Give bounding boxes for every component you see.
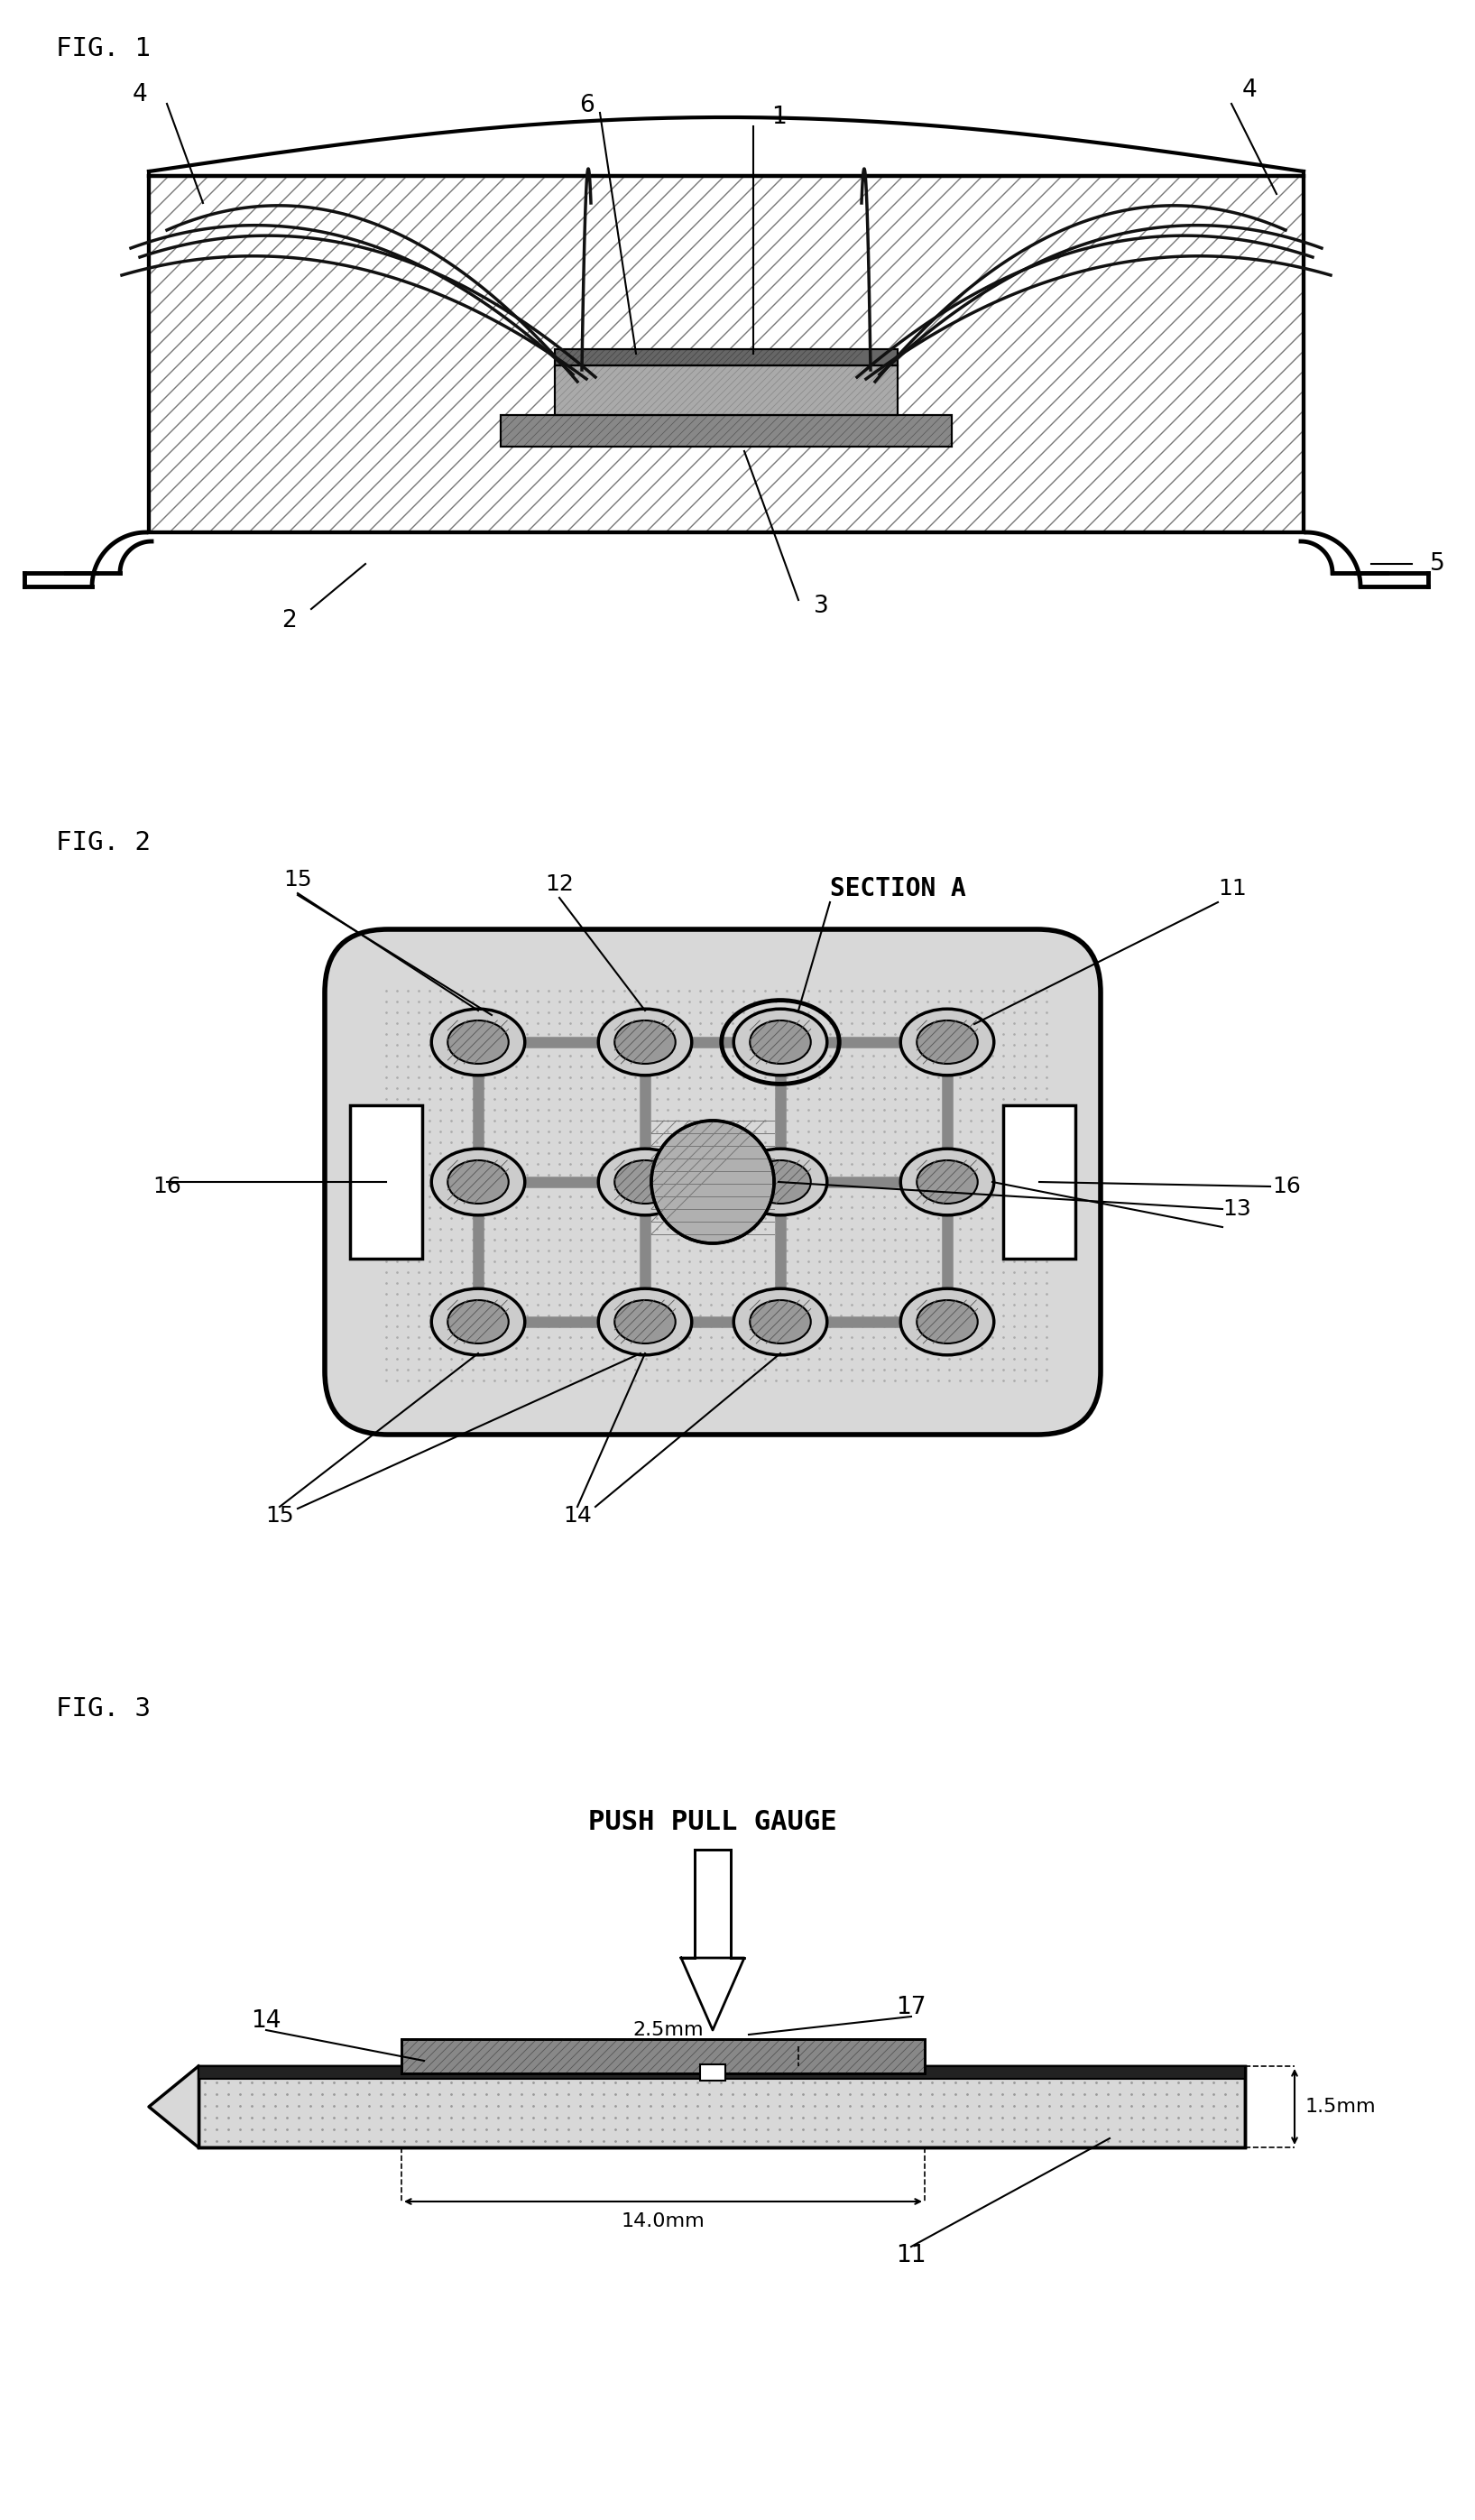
Ellipse shape <box>733 1008 827 1076</box>
Bar <box>149 176 1304 532</box>
Ellipse shape <box>615 1021 676 1063</box>
Text: 2: 2 <box>282 610 296 633</box>
Circle shape <box>652 1121 774 1242</box>
Ellipse shape <box>615 1159 676 1205</box>
Bar <box>199 2066 1245 2079</box>
Text: 1: 1 <box>771 106 786 129</box>
Text: 14.0mm: 14.0mm <box>621 2213 705 2230</box>
Bar <box>1003 1106 1075 1257</box>
Ellipse shape <box>432 1149 525 1215</box>
Bar <box>199 2066 1245 2147</box>
Text: 11: 11 <box>895 2243 926 2268</box>
FancyBboxPatch shape <box>324 930 1100 1434</box>
Text: 4: 4 <box>1242 78 1257 101</box>
Ellipse shape <box>917 1021 978 1063</box>
Bar <box>695 1850 730 1958</box>
Ellipse shape <box>599 1008 692 1076</box>
Bar <box>555 350 898 365</box>
Ellipse shape <box>432 1288 525 1356</box>
Ellipse shape <box>901 1008 994 1076</box>
Ellipse shape <box>901 1288 994 1356</box>
Text: 15: 15 <box>266 1504 294 1527</box>
Ellipse shape <box>733 1149 827 1215</box>
Ellipse shape <box>599 1149 692 1215</box>
Polygon shape <box>149 2066 199 2147</box>
Text: 5: 5 <box>1429 552 1446 575</box>
Bar <box>500 416 951 446</box>
Bar <box>401 2039 925 2074</box>
Bar <box>199 2066 1245 2147</box>
Text: 16: 16 <box>152 1177 181 1197</box>
Bar <box>555 365 898 416</box>
Ellipse shape <box>749 1300 811 1343</box>
Text: 11: 11 <box>1218 877 1246 900</box>
Ellipse shape <box>901 1149 994 1215</box>
Ellipse shape <box>599 1288 692 1356</box>
Ellipse shape <box>749 1159 811 1205</box>
Text: 4: 4 <box>133 83 148 106</box>
Text: 2.5mm: 2.5mm <box>633 2021 704 2039</box>
Ellipse shape <box>432 1008 525 1076</box>
Text: 17: 17 <box>895 1996 926 2019</box>
Text: PUSH PULL GAUGE: PUSH PULL GAUGE <box>589 1809 836 1835</box>
Ellipse shape <box>917 1159 978 1205</box>
Text: FIG. 2: FIG. 2 <box>56 829 150 854</box>
Ellipse shape <box>448 1300 509 1343</box>
Text: 3: 3 <box>813 595 829 617</box>
Bar <box>149 176 1304 532</box>
Text: 15: 15 <box>283 869 313 890</box>
Ellipse shape <box>733 1288 827 1356</box>
Bar <box>555 350 898 365</box>
Ellipse shape <box>448 1021 509 1063</box>
Bar <box>555 365 898 416</box>
Bar <box>401 2039 925 2074</box>
Text: 6: 6 <box>578 93 594 118</box>
Text: 14: 14 <box>563 1504 591 1527</box>
Bar <box>500 416 951 446</box>
Text: 12: 12 <box>544 874 574 895</box>
Text: 1.5mm: 1.5mm <box>1305 2097 1376 2117</box>
Ellipse shape <box>615 1300 676 1343</box>
Text: 14: 14 <box>251 2008 282 2034</box>
Ellipse shape <box>448 1159 509 1205</box>
Polygon shape <box>681 1958 745 2031</box>
Text: SECTION A: SECTION A <box>830 877 966 902</box>
Text: 16: 16 <box>1271 1177 1301 1197</box>
Text: FIG. 3: FIG. 3 <box>56 1696 150 1721</box>
Ellipse shape <box>749 1021 811 1063</box>
Text: 13: 13 <box>1223 1197 1251 1220</box>
Ellipse shape <box>917 1300 978 1343</box>
Bar <box>350 1106 422 1257</box>
Text: FIG. 1: FIG. 1 <box>56 35 150 60</box>
Bar <box>701 2064 726 2082</box>
